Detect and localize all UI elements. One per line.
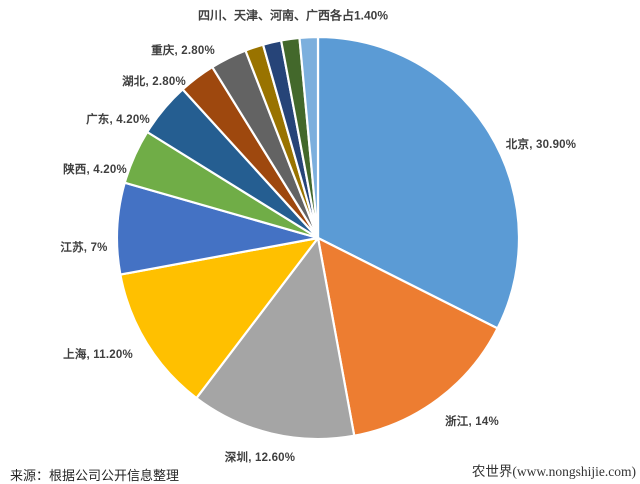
slice-label-zhejiang: 浙江, 14%: [445, 416, 499, 428]
slice-label-shanghai: 上海, 11.20%: [63, 349, 133, 361]
combined-small-slices-label: 四川、天津、河南、广西各占1.40%: [197, 8, 389, 23]
pie-slice-guangxi: [298, 35, 320, 240]
slice-label-hubei: 湖北, 2.80%: [122, 76, 186, 88]
slice-label-guangdong: 广东, 4.20%: [86, 114, 150, 126]
slice-label-shenzhen: 深圳, 12.60%: [224, 452, 296, 464]
slice-label-jiangsu: 江苏, 7%: [60, 242, 108, 254]
watermark: 农世界(www.nongshijie.com): [471, 464, 636, 479]
pie-slice-zhejiang: [316, 236, 499, 437]
slice-label-shaanxi: 陕西, 4.20%: [63, 164, 127, 176]
pie-slice-shanghai: [119, 236, 320, 400]
source-note: 来源：根据公司公开信息整理: [10, 468, 180, 483]
slice-label-beijing: 北京, 30.90%: [505, 139, 577, 151]
pie-slice-shenzhen: [195, 236, 356, 441]
slice-label-chongqing: 重庆, 2.80%: [151, 45, 215, 57]
pie-slice-beijing: [316, 35, 521, 330]
